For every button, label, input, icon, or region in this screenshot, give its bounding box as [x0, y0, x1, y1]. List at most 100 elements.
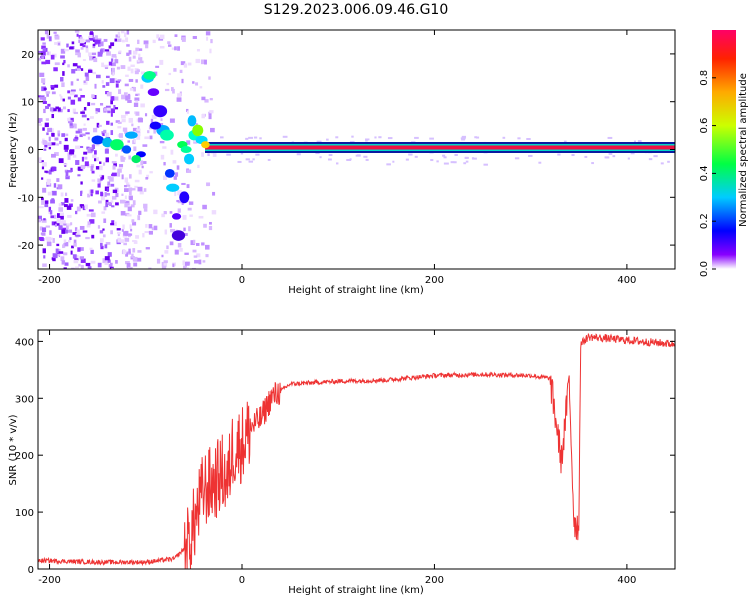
- noise-speckle: [143, 40, 149, 45]
- noise-speckle: [137, 39, 140, 45]
- noise-speckle: [174, 249, 179, 255]
- signal-blob: [153, 105, 168, 118]
- noise-speckle: [46, 132, 49, 136]
- noise-speckle: [115, 80, 120, 83]
- noise-speckle: [99, 161, 102, 164]
- noise-speckle: [89, 116, 94, 119]
- noise-speckle: [43, 140, 48, 145]
- noise-speckle: [183, 63, 188, 68]
- noise-speckle: [80, 95, 85, 98]
- noise-speckle: [168, 72, 172, 76]
- noise-speckle: [131, 219, 135, 223]
- y-tick-label: -20: [18, 241, 34, 252]
- noise-speckle: [128, 78, 134, 82]
- carrier-speckle: [443, 162, 449, 165]
- signal-blob: [110, 139, 124, 151]
- noise-speckle: [175, 172, 179, 177]
- noise-speckle: [104, 244, 108, 249]
- noise-speckle: [194, 260, 199, 264]
- noise-speckle: [187, 207, 192, 211]
- colorbar-gradient: [712, 30, 736, 269]
- noise-speckle: [80, 258, 86, 263]
- noise-speckle: [95, 108, 101, 113]
- noise-speckle: [85, 262, 91, 267]
- noise-speckle: [135, 93, 139, 96]
- noise-speckle: [100, 245, 104, 250]
- noise-speckle: [133, 111, 137, 115]
- noise-speckle: [103, 218, 107, 223]
- noise-speckle: [136, 130, 141, 133]
- noise-speckle: [102, 85, 106, 88]
- noise-speckle: [57, 133, 60, 137]
- noise-speckle: [124, 230, 129, 236]
- noise-speckle: [95, 111, 98, 114]
- noise-speckle: [54, 152, 59, 156]
- noise-speckle: [183, 233, 188, 236]
- signal-blob: [102, 137, 113, 148]
- noise-speckle: [129, 224, 132, 229]
- noise-speckle: [104, 192, 107, 197]
- noise-speckle: [107, 184, 111, 188]
- noise-speckle: [129, 87, 134, 91]
- noise-speckle: [137, 215, 141, 221]
- noise-speckle: [121, 30, 125, 34]
- noise-speckle: [186, 267, 189, 269]
- carrier-speckle: [604, 156, 609, 159]
- noise-speckle: [42, 263, 47, 267]
- noise-speckle: [124, 203, 128, 208]
- noise-speckle: [79, 134, 83, 138]
- noise-speckle: [63, 223, 67, 226]
- noise-speckle: [55, 248, 59, 253]
- noise-speckle: [112, 189, 118, 194]
- noise-speckle: [130, 228, 133, 232]
- noise-speckle: [101, 80, 104, 84]
- noise-speckle: [111, 58, 114, 62]
- noise-speckle: [164, 88, 170, 92]
- noise-speckle: [104, 49, 110, 52]
- noise-speckle: [61, 133, 66, 137]
- noise-speckle: [145, 177, 149, 180]
- noise-speckle: [84, 204, 88, 210]
- noise-speckle: [140, 103, 145, 108]
- carrier-speckle: [392, 160, 395, 163]
- carrier-speckle: [633, 140, 636, 143]
- noise-speckle: [96, 39, 101, 44]
- noise-speckle: [125, 252, 129, 257]
- noise-speckle: [205, 31, 211, 36]
- noise-speckle: [208, 76, 211, 80]
- noise-speckle: [125, 111, 130, 114]
- noise-speckle: [128, 117, 133, 123]
- carrier-speckle: [248, 136, 254, 139]
- noise-speckle: [117, 237, 122, 243]
- carrier-speckle: [259, 137, 262, 140]
- noise-speckle: [163, 210, 167, 215]
- noise-speckle: [186, 184, 190, 189]
- carrier-speckle: [517, 137, 521, 140]
- noise-speckle: [98, 124, 102, 127]
- noise-speckle: [91, 52, 97, 56]
- noise-speckle: [132, 248, 136, 253]
- noise-speckle: [132, 50, 138, 55]
- noise-speckle: [99, 165, 103, 171]
- noise-speckle: [135, 47, 140, 52]
- noise-speckle: [44, 122, 49, 128]
- carrier-speckle: [514, 157, 520, 160]
- noise-speckle: [182, 260, 185, 266]
- noise-speckle: [186, 140, 191, 145]
- noise-speckle: [50, 142, 56, 146]
- noise-speckle: [91, 154, 97, 159]
- noise-speckle: [96, 38, 102, 42]
- noise-speckle: [79, 225, 85, 230]
- noise-speckle: [134, 185, 138, 188]
- noise-speckle: [90, 212, 96, 218]
- noise-speckle: [89, 147, 93, 150]
- signal-blob: [160, 129, 174, 141]
- noise-speckle: [111, 205, 115, 208]
- noise-speckle: [41, 56, 45, 59]
- noise-speckle: [174, 191, 177, 197]
- carrier-speckle: [608, 152, 613, 155]
- carrier-speckle: [326, 138, 329, 141]
- noise-speckle: [43, 218, 46, 221]
- carrier-speckle: [526, 138, 531, 141]
- noise-speckle: [173, 176, 177, 180]
